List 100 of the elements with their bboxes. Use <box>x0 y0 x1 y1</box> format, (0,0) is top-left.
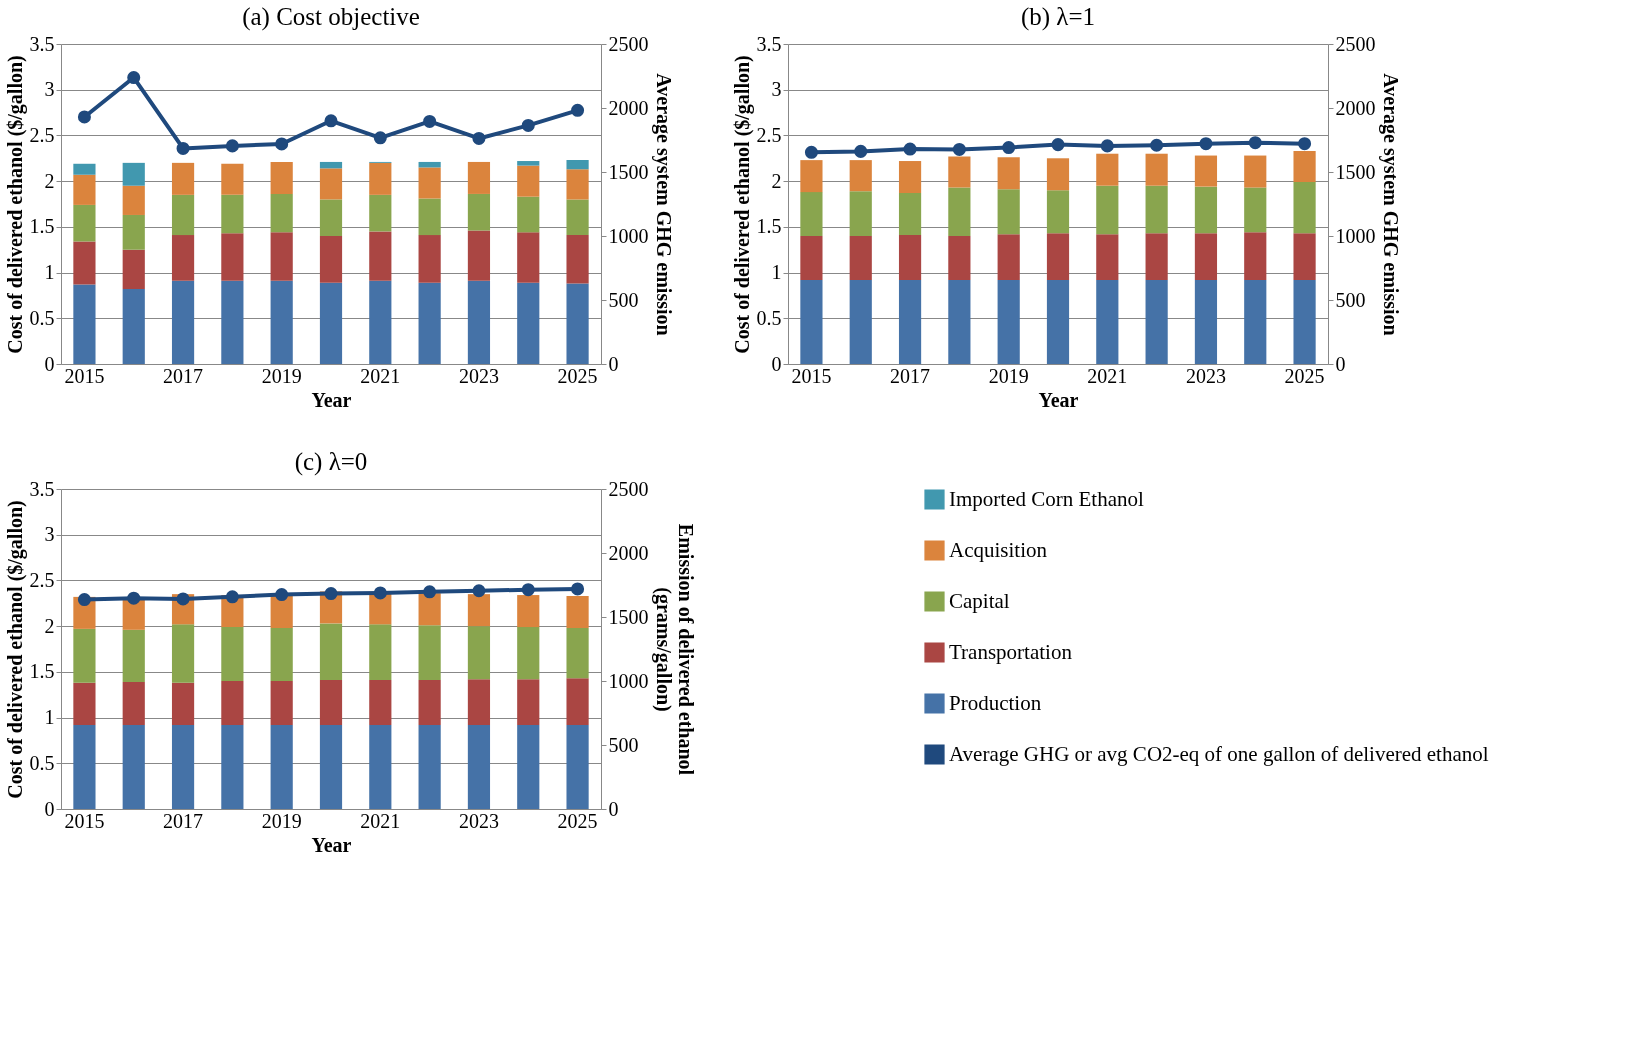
y-tick-label: 0.5 <box>29 306 55 329</box>
bar <box>1293 279 1316 364</box>
bar <box>1194 233 1218 280</box>
bar <box>171 682 195 725</box>
y2-tick-label: 500 <box>1335 288 1366 311</box>
point <box>225 139 239 153</box>
bar <box>898 279 922 364</box>
bar <box>898 193 922 236</box>
y2-tick-label: 1500 <box>608 160 649 183</box>
point <box>373 586 387 600</box>
bar <box>948 236 971 280</box>
y2-tick-label: 1500 <box>1335 160 1376 183</box>
bar <box>467 193 491 231</box>
bar <box>1145 279 1168 364</box>
bar <box>1244 232 1267 280</box>
bar <box>270 280 293 364</box>
point <box>176 592 190 606</box>
y-tick-label: 3.5 <box>29 477 55 500</box>
bar <box>171 724 195 809</box>
y-tick-label: 2.5 <box>756 123 782 146</box>
bar <box>800 160 823 193</box>
y-tick-label: 1 <box>771 261 782 284</box>
y2-tick-label: 2000 <box>608 96 649 119</box>
bar <box>997 279 1020 364</box>
bar <box>1046 190 1070 234</box>
bar <box>221 681 244 725</box>
y-axis-title: Cost of delivered ethanol ($/gallon) <box>730 55 754 354</box>
bar <box>221 724 244 809</box>
x-tick-label: 2021 <box>360 364 401 387</box>
bar <box>1194 186 1218 234</box>
bar <box>221 627 244 681</box>
y-tick-label: 3 <box>771 78 782 101</box>
y-tick-label: 2.5 <box>29 568 55 591</box>
bar <box>270 595 293 628</box>
bar <box>898 161 922 194</box>
bar <box>467 679 491 725</box>
bar <box>369 231 392 281</box>
point <box>423 585 437 599</box>
bar <box>369 680 392 725</box>
bar <box>1145 233 1168 280</box>
x-tick-label: 2025 <box>557 809 598 832</box>
x-axis-title: Year <box>311 833 352 856</box>
x-tick-label: 2015 <box>791 364 832 387</box>
bar <box>517 161 540 166</box>
chart-title: (c) λ=0 <box>294 448 368 476</box>
bar <box>849 160 872 192</box>
point <box>127 591 141 605</box>
x-tick-label: 2021 <box>1087 364 1128 387</box>
y-tick-label: 1 <box>44 706 55 729</box>
bar <box>270 193 293 233</box>
y2-tick-label: 500 <box>608 288 639 311</box>
bar <box>122 724 145 809</box>
y-tick-label: 2.5 <box>29 123 55 146</box>
y2-axis-title: Emission of delivered ethanol (grams/gallon) <box>651 523 697 776</box>
bar <box>566 283 589 364</box>
bar <box>898 235 922 280</box>
point <box>176 141 190 155</box>
bar <box>1145 185 1168 234</box>
bar <box>1194 155 1218 187</box>
bar <box>1244 187 1267 233</box>
bar <box>122 629 145 682</box>
bar <box>467 594 491 627</box>
y2-tick-label: 2500 <box>1335 32 1376 55</box>
bar <box>319 168 343 200</box>
y2-tick-label: 1000 <box>608 669 649 692</box>
y-tick-label: 1.5 <box>29 660 55 683</box>
y2-tick-label: 2000 <box>1335 96 1376 119</box>
legend-label: Production <box>949 690 1042 715</box>
x-tick-label: 2017 <box>890 364 931 387</box>
y-tick-label: 3 <box>44 523 55 546</box>
bar <box>122 162 145 186</box>
chart-title: (a) Cost objective <box>242 3 420 31</box>
bar <box>849 236 872 280</box>
bar <box>319 236 343 283</box>
bar <box>171 194 195 236</box>
bar <box>1046 158 1070 191</box>
bar <box>73 174 96 205</box>
bar <box>171 162 195 195</box>
bar <box>849 279 872 364</box>
point <box>571 582 585 596</box>
y-tick-label: 1 <box>44 261 55 284</box>
x-tick-label: 2021 <box>360 809 401 832</box>
x-tick-label: 2017 <box>163 364 204 387</box>
x-tick-label: 2023 <box>1185 364 1226 387</box>
y-tick-label: 0.5 <box>756 306 782 329</box>
legend-label: Average GHG or avg CO2-eq of one gallon of delivered ethanol <box>949 741 1489 766</box>
bar <box>221 194 244 234</box>
bar <box>997 189 1020 235</box>
legend-label: Imported Corn Ethanol <box>949 486 1144 511</box>
bar <box>319 161 343 169</box>
point <box>225 590 239 604</box>
bar <box>418 593 441 626</box>
bar <box>467 280 491 364</box>
y-tick-label: 3 <box>44 78 55 101</box>
bar <box>517 165 540 197</box>
y2-tick-label: 0 <box>608 352 619 375</box>
x-tick-label: 2017 <box>163 809 204 832</box>
bar <box>418 680 441 725</box>
bar <box>566 627 589 679</box>
bar <box>319 199 343 236</box>
